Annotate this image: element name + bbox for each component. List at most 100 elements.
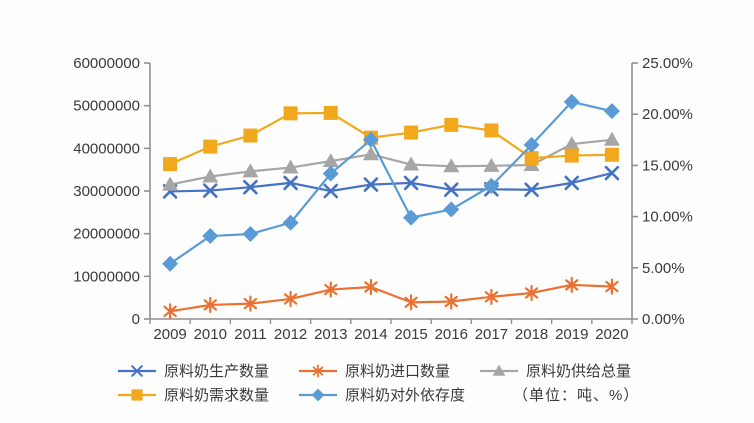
legend-item-dependence: 原料奶对外依存度: [299, 384, 465, 405]
x-axis-tick-label: 2011: [234, 326, 266, 343]
series-marker-imports: [324, 281, 338, 298]
series-marker-demand: [243, 128, 258, 143]
series-marker-dependence: [403, 209, 420, 226]
y-axis-tick-label: 60000000: [73, 55, 140, 72]
series-demand: [163, 105, 619, 172]
legend-glyph-demand: [131, 388, 143, 401]
right-axis-tick-label: 5.00%: [642, 260, 685, 277]
x-axis-tick-label: 2009: [153, 326, 186, 343]
series-marker-demand: [524, 151, 539, 166]
x-axis-tick-label: 2016: [435, 326, 468, 343]
series-dependence: [162, 93, 620, 272]
series-marker-imports: [484, 288, 499, 305]
series-marker-demand: [444, 117, 459, 132]
series-marker-imports: [524, 284, 539, 302]
x-axis-tick-label: 2012: [274, 326, 307, 343]
series-marker-production: [323, 183, 339, 199]
series-marker-imports: [203, 296, 217, 314]
series-marker-imports: [565, 276, 579, 293]
series-marker-dependence: [202, 228, 219, 245]
series-marker-dependence: [162, 255, 179, 272]
series-marker-imports: [163, 303, 177, 320]
legend-item-imports: 原料奶进口数量: [299, 360, 450, 381]
y-axis-tick-label: 0: [132, 311, 140, 328]
series-marker-production: [524, 182, 539, 198]
x-axis-tick-label: 2014: [354, 326, 387, 343]
series-line-production: [170, 172, 613, 193]
series-marker-production: [443, 182, 459, 198]
right-axis-tick-label: 15.00%: [642, 157, 693, 174]
series-marker-total_supply: [443, 158, 460, 173]
x-axis-tick-label: 2019: [555, 326, 588, 343]
series-marker-dependence: [322, 165, 339, 182]
legend-row-2: 原料奶需求数量 原料奶对外依存度 （单位：吨、%）: [118, 384, 639, 405]
series-marker-dependence: [603, 103, 620, 120]
series-marker-total_supply: [603, 131, 620, 146]
series-marker-dependence: [282, 214, 299, 231]
right-axis-tick-label: 20.00%: [642, 106, 693, 123]
legend-label-dependence: 原料奶对外依存度: [345, 387, 466, 404]
series-marker-total_supply: [362, 146, 379, 161]
series-marker-imports: [364, 278, 378, 296]
series-marker-demand: [203, 139, 218, 154]
x-axis-tick-label: 2017: [475, 326, 508, 343]
legend-label-imports: 原料奶进口数量: [345, 363, 451, 380]
series-marker-demand: [604, 147, 619, 162]
legend-glyph-production: [131, 364, 143, 377]
right-axis-tick-label: 10.00%: [642, 209, 693, 226]
series-marker-imports: [283, 290, 298, 308]
series-marker-production: [283, 175, 298, 191]
series-marker-production: [564, 175, 580, 191]
x-axis-tick-label: 2013: [314, 326, 347, 343]
series-marker-total_supply: [202, 168, 219, 183]
unit-note: （单位：吨、%）: [513, 387, 640, 404]
series-marker-imports: [404, 294, 418, 311]
legend-marker-square-icon: [118, 388, 156, 401]
series-marker-imports: [243, 295, 258, 312]
legend-marker-triangle-icon: [480, 364, 519, 376]
series-marker-production: [363, 177, 379, 192]
series-marker-dependence: [563, 93, 580, 110]
series-production: [162, 165, 620, 199]
right-axis-tick-label: 25.00%: [642, 55, 693, 72]
x-axis-tick-label: 2018: [515, 326, 548, 343]
series-marker-imports: [605, 278, 619, 295]
series-marker-demand: [283, 106, 298, 121]
x-axis-tick-label: 2010: [194, 326, 227, 343]
series-marker-demand: [323, 105, 338, 120]
legend-item-demand: 原料奶需求数量: [118, 384, 269, 405]
series-marker-total_supply: [483, 157, 500, 172]
y-axis-tick-label: 10000000: [73, 268, 140, 285]
y-axis-tick-label: 40000000: [73, 140, 140, 157]
series-marker-total_supply: [322, 153, 339, 168]
legend-label-demand: 原料奶需求数量: [164, 387, 270, 404]
series-marker-production: [604, 165, 620, 181]
series-total_supply: [162, 131, 620, 191]
series-marker-total_supply: [242, 163, 259, 178]
series-marker-production: [403, 175, 419, 191]
series-marker-total_supply: [162, 176, 179, 191]
series-marker-dependence: [523, 136, 540, 153]
series-marker-total_supply: [282, 159, 299, 174]
series-imports: [163, 276, 619, 320]
right-axis-tick-label: 0.00%: [642, 311, 685, 328]
y-axis-tick-label: 20000000: [73, 226, 140, 243]
series-marker-demand: [404, 125, 419, 140]
legend-glyph-total_supply: [492, 364, 506, 376]
y-axis-tick-label: 50000000: [73, 98, 140, 115]
legend-glyph-imports: [312, 364, 324, 377]
series-marker-production: [243, 179, 258, 195]
legend-item-production: 原料奶生产数量: [118, 360, 269, 381]
legend-marker-asterisk-icon: [299, 364, 338, 377]
series-marker-demand: [163, 157, 178, 172]
series-marker-total_supply: [403, 156, 420, 171]
x-axis-tick-label: 2020: [595, 326, 628, 343]
series-marker-imports: [444, 293, 458, 310]
series-line-demand: [169, 111, 612, 166]
series-marker-total_supply: [563, 136, 580, 151]
series-marker-demand: [564, 148, 579, 163]
legend-marker-diamond-icon: [299, 388, 338, 401]
legend-label-production: 原料奶生产数量: [164, 363, 270, 380]
